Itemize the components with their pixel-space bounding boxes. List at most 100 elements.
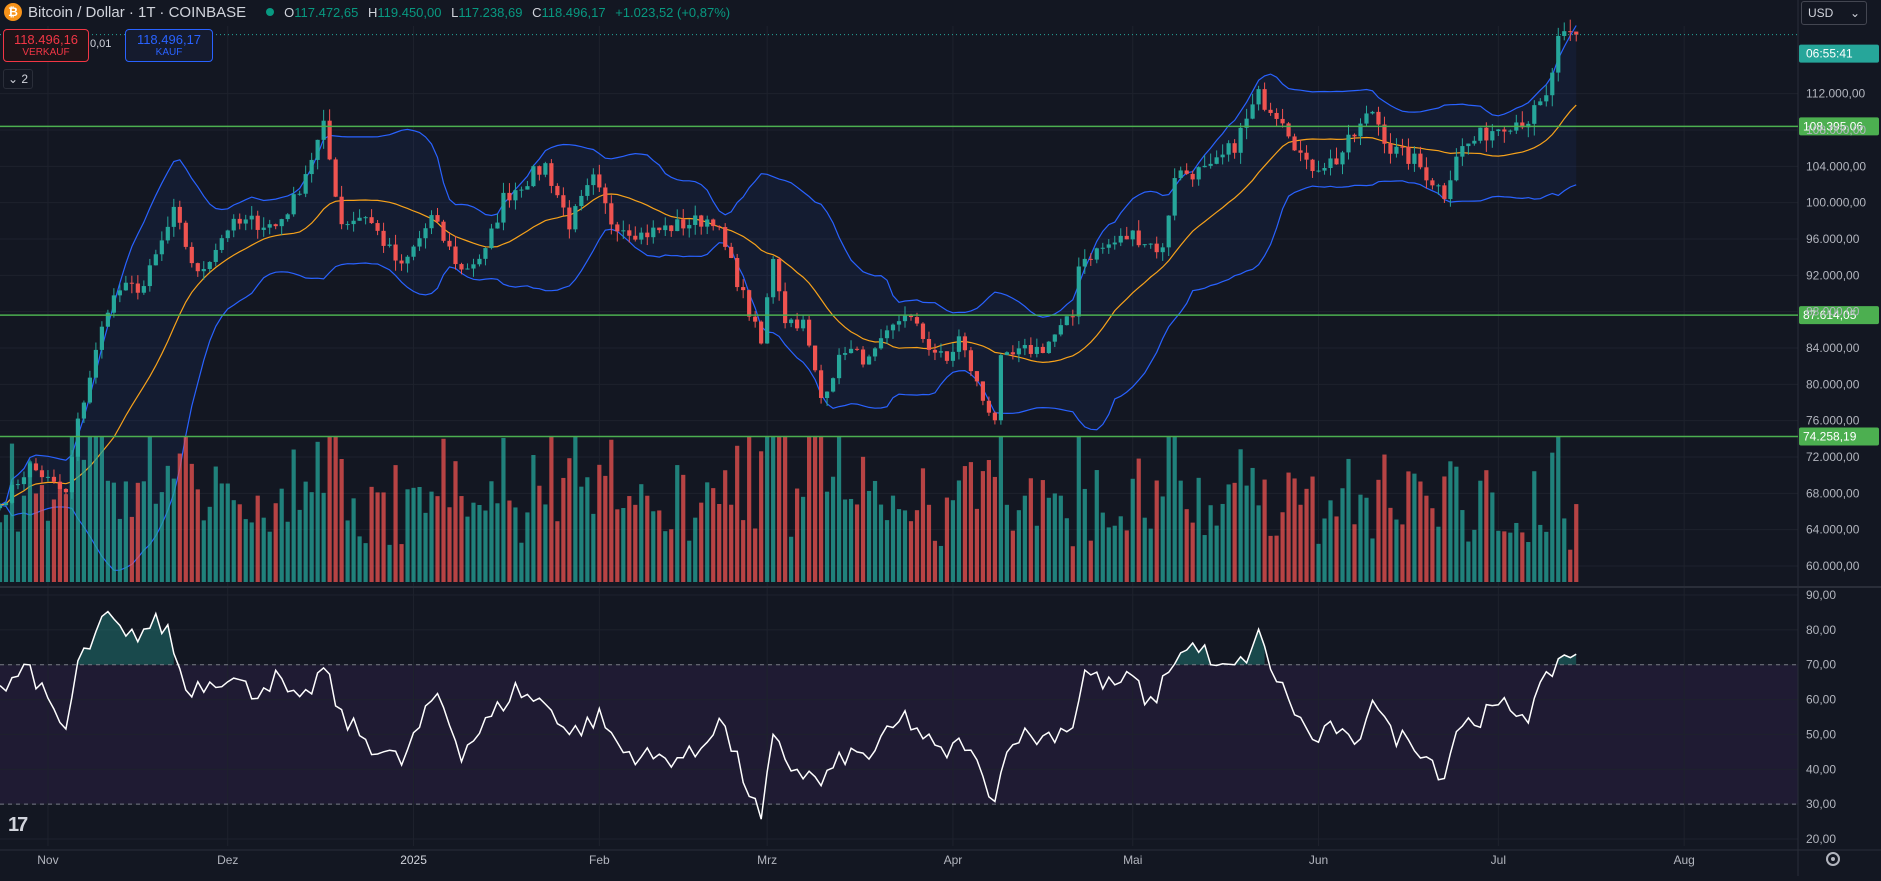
candle-body[interactable] [633, 235, 638, 240]
candle-body[interactable] [429, 215, 434, 229]
candle-body[interactable] [339, 196, 344, 225]
candle-body[interactable] [681, 219, 686, 229]
candle-body[interactable] [1400, 146, 1405, 148]
candle-body[interactable] [962, 336, 968, 351]
candle-body[interactable] [878, 338, 884, 349]
candle-body[interactable] [914, 317, 920, 324]
candle-body[interactable] [579, 195, 584, 207]
candle-body[interactable] [159, 240, 164, 255]
candle-body[interactable] [1184, 170, 1189, 174]
candle-body[interactable] [783, 291, 788, 324]
candle-body[interactable] [1352, 134, 1357, 137]
candle-body[interactable] [777, 258, 782, 292]
candle-body[interactable] [453, 246, 458, 265]
candle-body[interactable] [369, 217, 374, 224]
candle-body[interactable] [333, 159, 338, 197]
candle-body[interactable] [447, 240, 452, 247]
legend-toggle-button[interactable]: ⌄ 2 [3, 69, 33, 89]
candle-body[interactable] [351, 220, 356, 225]
candle-body[interactable] [1112, 242, 1117, 245]
candle-body[interactable] [615, 224, 620, 232]
candle-body[interactable] [93, 349, 98, 378]
candle-body[interactable] [1070, 316, 1075, 318]
candle-body[interactable] [465, 268, 470, 270]
candle-body[interactable] [723, 227, 728, 247]
candle-body[interactable] [207, 261, 212, 269]
candle-body[interactable] [1346, 134, 1351, 153]
candle-body[interactable] [591, 174, 596, 186]
candle-body[interactable] [1556, 35, 1561, 73]
candle-body[interactable] [63, 488, 69, 493]
candle-body[interactable] [992, 412, 997, 421]
candle-body[interactable] [1136, 230, 1141, 246]
candle-body[interactable] [1298, 150, 1303, 153]
candle-body[interactable] [573, 206, 578, 230]
candle-body[interactable] [1544, 95, 1549, 102]
candle-body[interactable] [471, 264, 476, 269]
candle-body[interactable] [375, 223, 380, 231]
candle-body[interactable] [237, 218, 242, 224]
candle-body[interactable] [9, 484, 15, 503]
candle-body[interactable] [477, 258, 482, 265]
candle-body[interactable] [1538, 101, 1543, 106]
candle-body[interactable] [597, 174, 602, 188]
candle-body[interactable] [189, 246, 194, 264]
candle-body[interactable] [1526, 123, 1531, 128]
candle-body[interactable] [657, 227, 662, 231]
candle-body[interactable] [411, 246, 416, 257]
candle-body[interactable] [153, 254, 158, 266]
candle-body[interactable] [267, 224, 272, 228]
candle-body[interactable] [27, 463, 33, 478]
candle-body[interactable] [1262, 89, 1267, 110]
candle-body[interactable] [1364, 113, 1369, 124]
candle-body[interactable] [1040, 346, 1045, 354]
candle-body[interactable] [171, 206, 176, 227]
candle-body[interactable] [1328, 158, 1333, 168]
candle-body[interactable] [261, 227, 266, 230]
candle-body[interactable] [1166, 215, 1171, 248]
candle-body[interactable] [423, 228, 428, 239]
candle-body[interactable] [1256, 89, 1261, 105]
candle-body[interactable] [735, 258, 740, 288]
candle-body[interactable] [1052, 334, 1057, 342]
candle-body[interactable] [789, 319, 794, 324]
candle-body[interactable] [231, 218, 236, 231]
candle-body[interactable] [219, 238, 224, 250]
candle-body[interactable] [357, 217, 362, 221]
candle-body[interactable] [1244, 118, 1249, 128]
candle-body[interactable] [639, 232, 644, 240]
candle-body[interactable] [1568, 31, 1573, 33]
candle-body[interactable] [980, 381, 986, 401]
candle-body[interactable] [872, 348, 878, 357]
candle-body[interactable] [255, 215, 260, 230]
candle-body[interactable] [693, 215, 698, 225]
candle-body[interactable] [1490, 131, 1495, 141]
candle-body[interactable] [717, 226, 722, 228]
candle-body[interactable] [1484, 127, 1489, 141]
candle-body[interactable] [303, 174, 308, 194]
candle-body[interactable] [1502, 129, 1507, 132]
candle-body[interactable] [1388, 143, 1393, 154]
candle-body[interactable] [1292, 136, 1297, 151]
candle-body[interactable] [327, 120, 332, 160]
candle-body[interactable] [513, 190, 518, 201]
candle-body[interactable] [117, 290, 122, 296]
candle-body[interactable] [705, 219, 710, 227]
candle-body[interactable] [1448, 180, 1453, 200]
candle-body[interactable] [1268, 109, 1273, 113]
candle-body[interactable] [459, 264, 464, 270]
candle-body[interactable] [273, 224, 278, 227]
candle-body[interactable] [141, 286, 146, 293]
candle-body[interactable] [824, 391, 830, 398]
candle-body[interactable] [1124, 235, 1129, 240]
candle-body[interactable] [651, 227, 656, 238]
candle-body[interactable] [543, 163, 548, 175]
candle-body[interactable] [381, 230, 386, 246]
candle-body[interactable] [1550, 72, 1555, 96]
candle-body[interactable] [507, 192, 512, 201]
candle-body[interactable] [387, 244, 392, 246]
candle-body[interactable] [1094, 248, 1099, 260]
candle-body[interactable] [711, 219, 716, 227]
candle-body[interactable] [842, 353, 848, 355]
candle-body[interactable] [315, 139, 320, 160]
